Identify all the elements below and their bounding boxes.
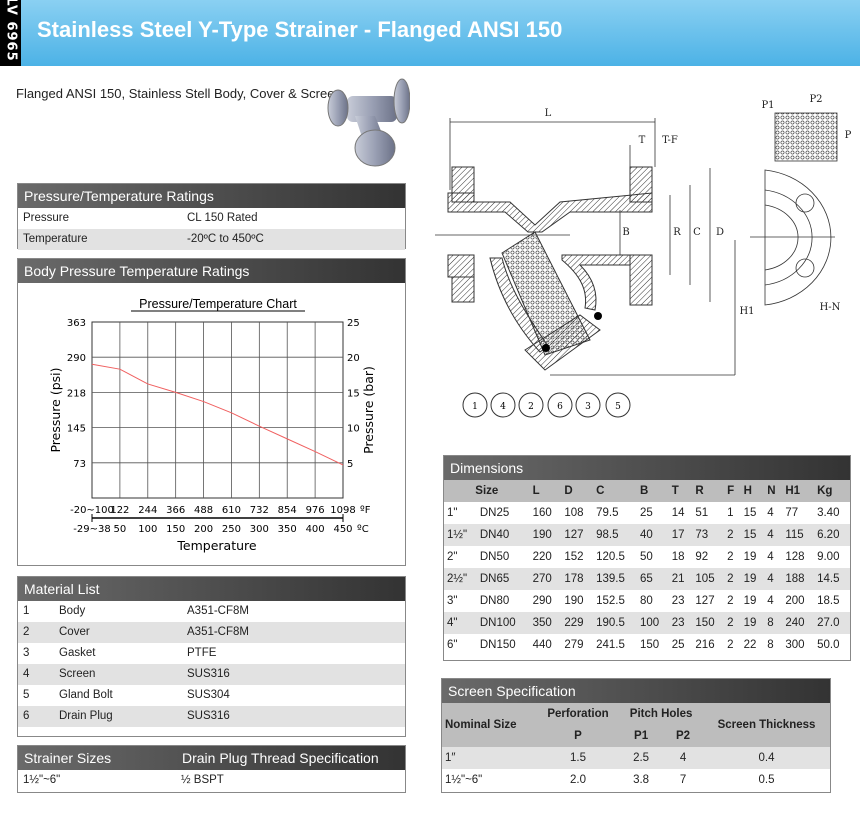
table-row: 6" DN150 440 279 241.5 150 25 216 2 22 8 300 50.0 xyxy=(447,639,840,651)
column-header: C xyxy=(593,480,637,502)
table-row: 1½"~6" 2.0 3.8 7 0.5 xyxy=(445,774,775,786)
part-number: 4 xyxy=(500,402,506,412)
part-number: 6 xyxy=(557,402,563,412)
svg-text:P1: P1 xyxy=(761,100,774,111)
svg-text:R: R xyxy=(673,227,681,238)
svg-text:P: P xyxy=(845,130,852,141)
header-banner: LV 6965 Stainless Steel Y-Type Strainer … xyxy=(0,0,860,66)
svg-text:L: L xyxy=(545,108,552,119)
svg-text:B: B xyxy=(622,227,629,238)
material-row: 4 Screen SUS316 xyxy=(18,664,405,685)
table-row: 1" DN25 160 108 79.5 25 14 51 1 15 4 77 3.40 xyxy=(447,507,840,519)
dimensions-table: Dimensions Size L D C B T R F H N H1 Kg 1" DN25 160 108… xyxy=(443,455,851,661)
section-title: Drain Plug Thread Specification xyxy=(182,750,379,766)
table-row: 1½" DN40 190 127 98.5 40 17 73 2 15 4 115 6.20 xyxy=(444,524,850,546)
column-header: H1 xyxy=(782,480,815,502)
column-header: N xyxy=(764,480,783,502)
pressure-temperature-ratings: Pressure/Temperature Ratings Pressure CL … xyxy=(17,183,406,250)
column-header: H xyxy=(740,480,765,502)
material-row: 2 Cover A351-CF8M xyxy=(18,622,405,643)
section-title: Dimensions xyxy=(444,456,850,480)
part-number: 5 xyxy=(615,402,621,412)
column-header: Kg xyxy=(814,480,850,502)
material-row: 3 Gasket PTFE xyxy=(18,643,405,664)
column-header: D xyxy=(561,480,594,502)
svg-text:C: C xyxy=(693,227,701,238)
svg-text:H-N: H-N xyxy=(820,302,841,313)
part-callout xyxy=(575,392,601,418)
part-number: 1 xyxy=(472,402,478,412)
column-header: Size xyxy=(444,480,530,502)
svg-text:D: D xyxy=(716,227,724,238)
table-row: 4" DN100 350 229 190.5 100 23 150 2 19 8 240 27.0 xyxy=(444,612,850,634)
column-header: T xyxy=(668,480,693,502)
part-number: 2 xyxy=(528,402,534,412)
strainer-sizes: Strainer Sizes Drain Plug Thread Specific… xyxy=(17,745,406,793)
rating-row: Temperature -20ºC to 450ºC xyxy=(18,229,405,250)
strainer-technical-drawing: L T T-F B R C D H1 H-N P1 P2 P 1 4 2 6 3 5 xyxy=(435,94,852,418)
part-callout xyxy=(518,392,544,418)
table-row: 2½" DN65 270 178 139.5 65 21 105 2 19 4 188 14.5 xyxy=(444,568,850,590)
svg-text:T-F: T-F xyxy=(662,135,678,146)
product-code-tab: LV 6965 xyxy=(0,0,21,66)
column-header: B xyxy=(636,480,669,502)
section-title: Body Pressure Temperature Ratings xyxy=(18,259,405,283)
column-header: F xyxy=(724,480,741,502)
body-pressure-ratings: Body Pressure Temperature Ratings xyxy=(17,258,406,566)
table-row: 1″ 1.5 2.5 4 0.4 xyxy=(442,747,830,769)
part-callout xyxy=(547,392,573,418)
table-row: 3" DN80 290 190 152.5 80 23 127 2 19 4 200 18.5 xyxy=(447,595,840,607)
svg-text:P2: P2 xyxy=(809,94,822,105)
table-row: 2" DN50 220 152 120.5 50 18 92 2 19 4 128 9.00 xyxy=(447,551,840,563)
part-number: 3 xyxy=(585,402,591,412)
section-title: Strainer Sizes xyxy=(24,750,112,766)
page-title: Stainless Steel Y-Type Strainer - Flange… xyxy=(37,17,563,42)
part-callout xyxy=(462,392,488,418)
part-callout xyxy=(490,392,516,418)
svg-text:T: T xyxy=(639,135,646,146)
material-row: 5 Gland Bolt SUS304 xyxy=(18,685,405,706)
svg-text:H1: H1 xyxy=(739,306,754,317)
rating-row: Pressure CL 150 Rated xyxy=(18,208,405,229)
section-title: Screen Specification xyxy=(442,679,830,703)
section-title: Material List xyxy=(18,577,405,601)
material-row: 1 Body A351-CF8M xyxy=(18,601,405,622)
screen-specification-table: Screen Specification Nominal Size Perfora… xyxy=(441,678,831,793)
material-row: 6 Drain Plug SUS316 xyxy=(18,706,405,727)
column-header: L xyxy=(529,480,562,502)
product-subtitle: Flanged ANSI 150, Stainless Stell Body, … xyxy=(16,86,342,101)
part-callout xyxy=(605,392,631,418)
section-title: Pressure/Temperature Ratings xyxy=(18,184,405,208)
material-list: Material List 1 Body A351-CF8M 2 Cover A351-C… xyxy=(17,576,406,737)
product-photo xyxy=(327,78,410,167)
column-header: R xyxy=(692,480,725,502)
